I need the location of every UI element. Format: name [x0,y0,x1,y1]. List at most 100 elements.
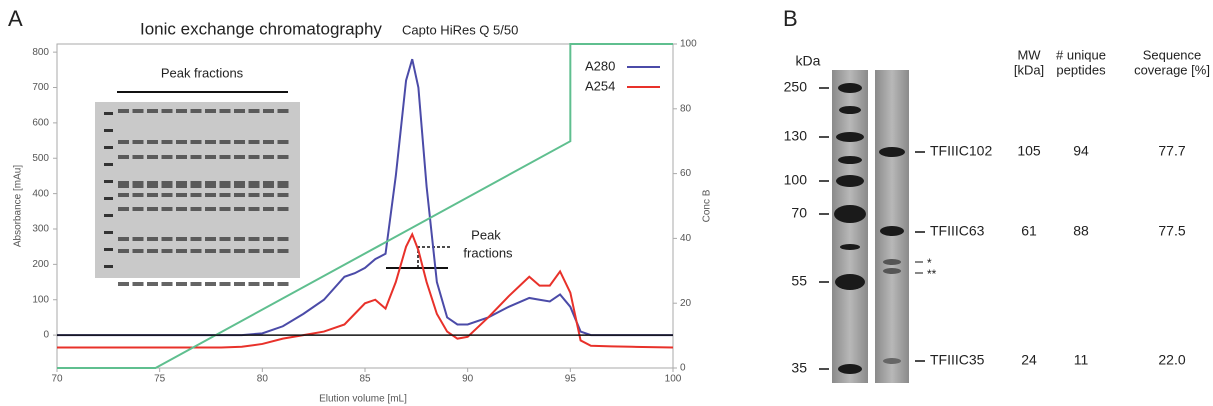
band [147,193,158,197]
band [162,193,173,197]
marker-label: 130 [784,128,808,144]
band [104,129,113,132]
band [118,237,129,241]
band [234,181,245,188]
panel-label: B [783,6,798,31]
band [234,140,245,144]
panel-label: A [8,6,23,31]
band [191,109,202,113]
table-cell: 88 [1073,223,1089,239]
column-header: MW [1017,47,1041,62]
x-axis-label: Elution volume [mL] [319,394,407,405]
inset-gel: Peak fractions [95,65,300,286]
band [162,109,173,113]
band [118,193,129,197]
band [205,193,216,197]
band [220,249,231,253]
band [249,237,260,241]
y-tick-label: 700 [32,82,49,93]
marker-label: 250 [784,79,808,95]
protein-name: TFIIIC102 [930,143,992,159]
band [162,249,173,253]
band [249,282,260,286]
band [191,237,202,241]
band [104,248,113,251]
band [176,181,187,188]
band [278,181,289,188]
band [278,193,289,197]
band [205,181,216,188]
band [133,193,144,197]
x-tick-label: 85 [359,374,371,385]
asterisk: ** [927,267,937,281]
band [191,193,202,197]
band [191,181,202,188]
table-cell: 61 [1021,223,1037,239]
band [162,140,173,144]
band [249,109,260,113]
band [176,109,187,113]
annotation: Peak [471,227,501,242]
band [263,193,274,197]
band [234,249,245,253]
band [263,249,274,253]
band [249,181,260,188]
band [104,163,113,166]
band [278,282,289,286]
column-header: coverage [%] [1134,62,1210,77]
band [176,282,187,286]
x-tick-label: 70 [51,374,63,385]
band [205,109,216,113]
band [118,181,129,188]
band [234,282,245,286]
x-tick-label: 90 [462,374,474,385]
column-header: peptides [1056,62,1106,77]
band [133,207,144,211]
y-tick-label: 400 [32,188,49,199]
band [176,237,187,241]
legend-label: A280 [585,58,615,73]
band [147,207,158,211]
band [278,109,289,113]
band [147,109,158,113]
band [147,181,158,188]
band [133,181,144,188]
annotation: fractions [463,245,513,260]
band [147,282,158,286]
band [220,282,231,286]
band [249,249,260,253]
y2-tick-label: 80 [680,103,692,114]
band [104,112,113,115]
band [104,180,113,183]
band [176,249,187,253]
band [220,155,231,159]
y-tick-label: 300 [32,224,49,235]
x-tick-label: 100 [665,374,682,385]
band [220,207,231,211]
band [220,109,231,113]
y2-tick-label: 0 [680,363,686,374]
band [278,207,289,211]
legend-label: A254 [585,78,615,93]
band [133,109,144,113]
band [191,140,202,144]
band [104,231,113,234]
y2-tick-label: 20 [680,298,692,309]
gel [832,70,909,383]
band [220,181,231,188]
band [263,155,274,159]
unit-label: kDa [796,53,821,69]
x-tick-label: 75 [154,374,166,385]
marker-label: 100 [784,172,808,188]
marker-label: 55 [791,273,807,289]
band [278,237,289,241]
band [162,237,173,241]
column-header: [kDa] [1014,62,1044,77]
band [205,140,216,144]
band [234,237,245,241]
y-tick-label: 0 [43,330,49,341]
band [249,207,260,211]
band [205,282,216,286]
band [104,197,113,200]
chart-title: Ionic exchange chromatography [140,19,382,38]
